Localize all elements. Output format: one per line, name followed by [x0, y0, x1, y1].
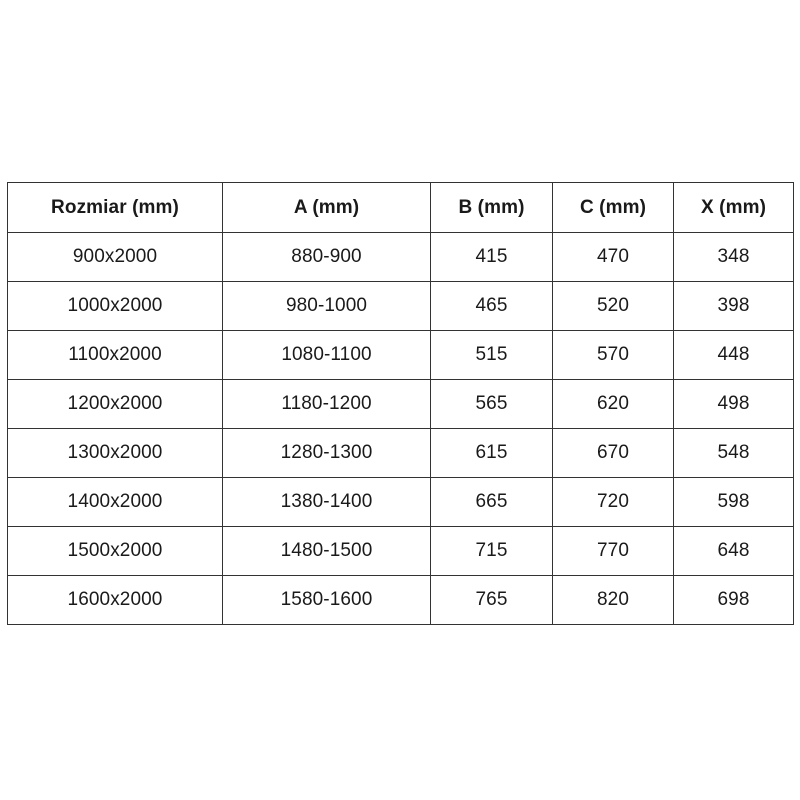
table-cell-rozmiar: 1200x2000	[7, 379, 223, 429]
table-cell-a: 880-900	[222, 232, 431, 282]
column-header-x: X (mm)	[673, 182, 794, 233]
column-header-c: C (mm)	[552, 182, 674, 233]
table-cell-rozmiar: 900x2000	[7, 232, 223, 282]
table-cell-rozmiar: 1600x2000	[7, 575, 223, 625]
table-cell-b: 415	[430, 232, 553, 282]
table-cell-x: 498	[673, 379, 794, 429]
table-cell-a: 1280-1300	[222, 428, 431, 478]
table-cell-c: 820	[552, 575, 674, 625]
specification-table-container: Rozmiar (mm) A (mm) B (mm) C (mm) X (mm)…	[7, 182, 794, 625]
table-cell-b: 465	[430, 281, 553, 331]
table-cell-a: 980-1000	[222, 281, 431, 331]
table-cell-c: 770	[552, 526, 674, 576]
table-cell-x: 698	[673, 575, 794, 625]
table-cell-x: 448	[673, 330, 794, 380]
table-cell-rozmiar: 1500x2000	[7, 526, 223, 576]
table-row: 900x2000 880-900 415 470 348	[7, 232, 794, 282]
table-cell-rozmiar: 1100x2000	[7, 330, 223, 380]
column-header-b: B (mm)	[430, 182, 553, 233]
table-row: 1100x2000 1080-1100 515 570 448	[7, 330, 794, 380]
table-header-row: Rozmiar (mm) A (mm) B (mm) C (mm) X (mm)	[7, 182, 794, 233]
table-cell-a: 1380-1400	[222, 477, 431, 527]
table-row: 1400x2000 1380-1400 665 720 598	[7, 477, 794, 527]
table-cell-c: 520	[552, 281, 674, 331]
table-cell-rozmiar: 1400x2000	[7, 477, 223, 527]
table-cell-b: 765	[430, 575, 553, 625]
table-cell-c: 570	[552, 330, 674, 380]
table-cell-a: 1580-1600	[222, 575, 431, 625]
table-cell-b: 665	[430, 477, 553, 527]
table-cell-x: 598	[673, 477, 794, 527]
table-cell-b: 565	[430, 379, 553, 429]
table-cell-a: 1480-1500	[222, 526, 431, 576]
table-cell-rozmiar: 1000x2000	[7, 281, 223, 331]
table-cell-c: 670	[552, 428, 674, 478]
column-header-rozmiar: Rozmiar (mm)	[7, 182, 223, 233]
table-cell-x: 348	[673, 232, 794, 282]
dimensions-table: Rozmiar (mm) A (mm) B (mm) C (mm) X (mm)…	[7, 182, 794, 625]
table-cell-a: 1080-1100	[222, 330, 431, 380]
table-row: 1200x2000 1180-1200 565 620 498	[7, 379, 794, 429]
table-cell-c: 620	[552, 379, 674, 429]
column-header-a: A (mm)	[222, 182, 431, 233]
table-body: 900x2000 880-900 415 470 348 1000x2000 980-100…	[7, 232, 794, 625]
table-cell-b: 615	[430, 428, 553, 478]
table-row: 1300x2000 1280-1300 615 670 548	[7, 428, 794, 478]
table-cell-a: 1180-1200	[222, 379, 431, 429]
table-cell-x: 398	[673, 281, 794, 331]
table-cell-b: 515	[430, 330, 553, 380]
table-row: 1000x2000 980-1000 465 520 398	[7, 281, 794, 331]
table-header: Rozmiar (mm) A (mm) B (mm) C (mm) X (mm)	[7, 182, 794, 233]
table-cell-x: 648	[673, 526, 794, 576]
table-row: 1600x2000 1580-1600 765 820 698	[7, 575, 794, 625]
table-cell-b: 715	[430, 526, 553, 576]
table-cell-c: 720	[552, 477, 674, 527]
table-cell-x: 548	[673, 428, 794, 478]
table-cell-c: 470	[552, 232, 674, 282]
table-row: 1500x2000 1480-1500 715 770 648	[7, 526, 794, 576]
table-cell-rozmiar: 1300x2000	[7, 428, 223, 478]
